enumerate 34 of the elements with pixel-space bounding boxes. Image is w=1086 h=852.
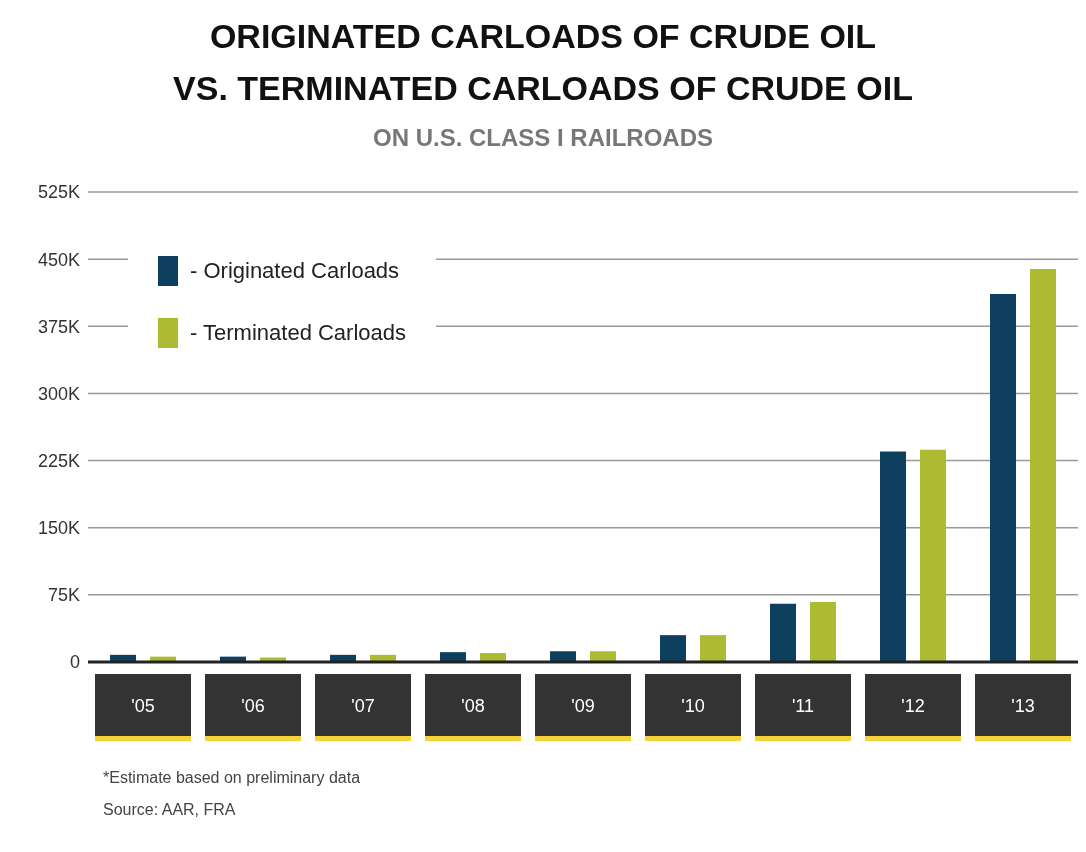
y-tick-label: 75K [47, 585, 80, 606]
x-tick-label: '11 [791, 696, 815, 716]
x-tick-label: '13 [1011, 696, 1035, 716]
bar [550, 651, 576, 662]
x-tick-label: '09 [571, 696, 595, 716]
x-tick-label: '05 [131, 696, 155, 716]
y-tick-label: 0 [69, 652, 80, 673]
bar [990, 294, 1016, 662]
y-tick-label: 375K [37, 316, 80, 337]
bar [770, 603, 796, 662]
x-tick-label: '10 [681, 696, 705, 716]
bar [880, 451, 906, 662]
y-tick-label: 525K [37, 182, 80, 203]
bar [920, 449, 946, 662]
chart-title: ORIGINATED CARLOADS OF CRUDE OIL VS. TERMINATED CARLOADS OF CRUDE OIL [172, 16, 914, 109]
chart-subtitle: ON U.S. CLASS I RAILROADS [372, 124, 714, 152]
x-tick-label: '07 [351, 696, 375, 716]
legend-label: - Originated Carloads [190, 258, 400, 284]
bar [440, 652, 466, 662]
bar [810, 602, 836, 662]
source-note: Source: AAR, FRA [103, 800, 237, 820]
bar [700, 635, 726, 662]
bar [660, 635, 686, 662]
y-tick-label: 150K [37, 518, 80, 539]
x-tick-label: '08 [461, 696, 485, 716]
legend-label: - Terminated Carloads [190, 320, 407, 346]
text: *Estimate based on preliminary data [103, 768, 362, 788]
bar [1030, 268, 1056, 662]
bar [590, 651, 616, 662]
y-tick-label: 300K [37, 383, 80, 404]
x-tick-label: '12 [901, 696, 925, 716]
x-tick-label: '06 [241, 696, 265, 716]
y-tick-label: 225K [37, 450, 80, 471]
y-tick-label: 450K [37, 249, 80, 270]
